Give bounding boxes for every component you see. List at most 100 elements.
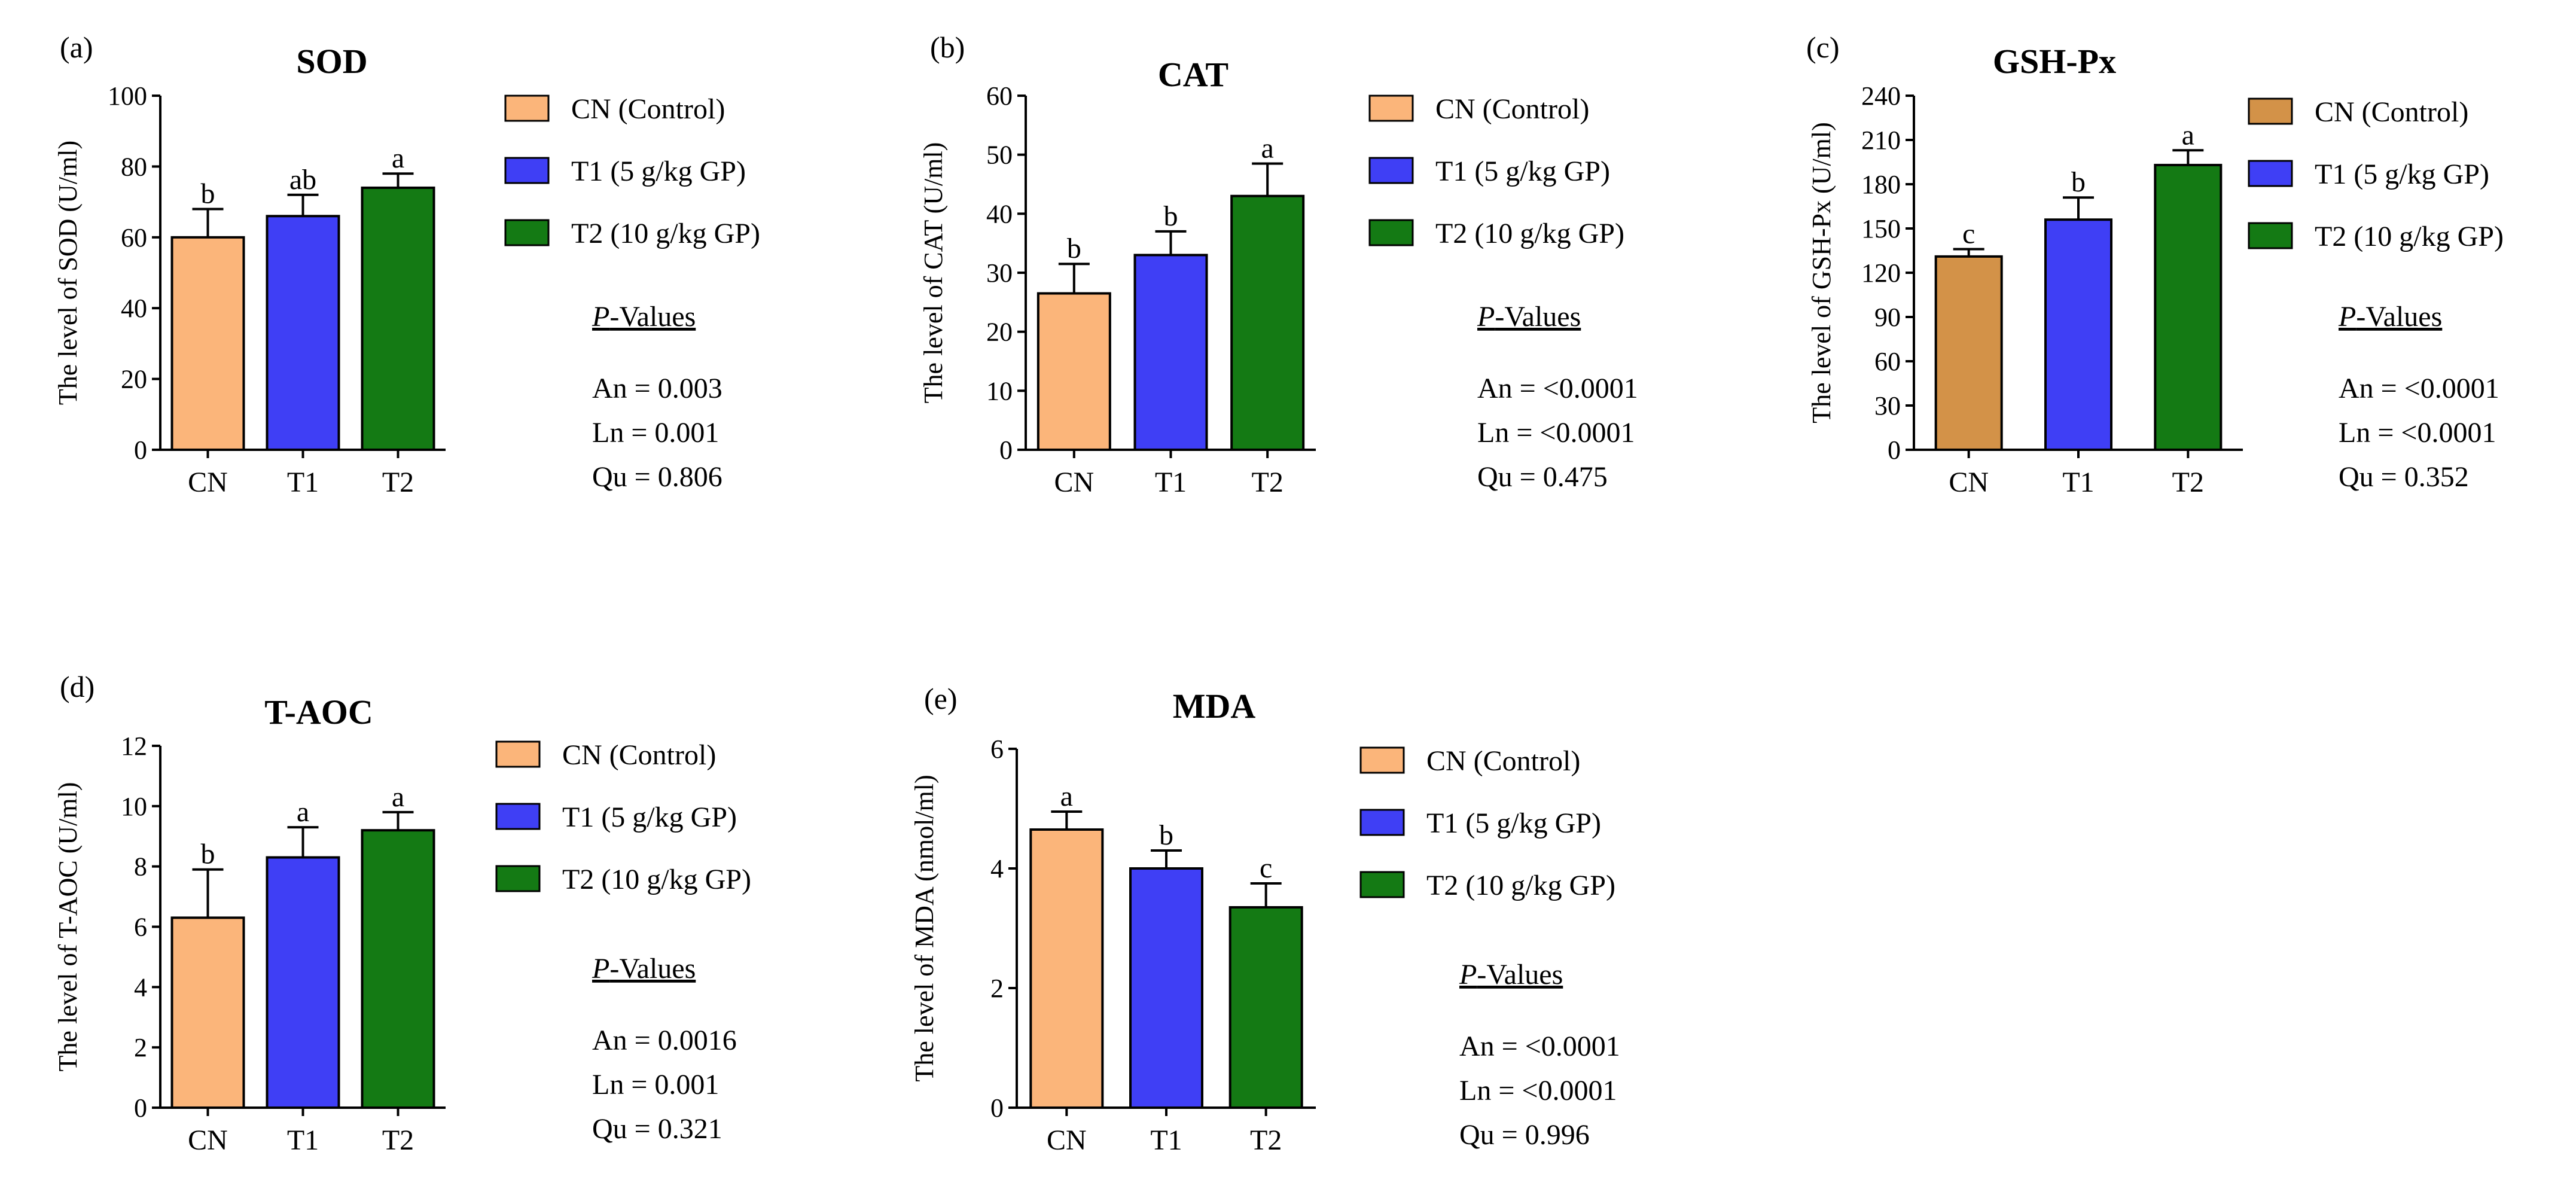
pvalue-line: Qu = 0.996 <box>1459 1119 1590 1151</box>
legend-swatch <box>504 95 550 122</box>
legend-label: T2 (10 g/kg GP) <box>2315 221 2504 252</box>
bar-t1 <box>266 856 340 1109</box>
x-tick-label: CN <box>1047 1124 1087 1156</box>
legend-label: T2 (10 g/kg GP) <box>571 218 760 249</box>
pvalues-title: P-Values <box>1459 959 1563 990</box>
legend-swatch <box>2248 160 2293 187</box>
legend-swatch <box>1368 157 1414 184</box>
x-tick-label: T1 <box>287 1124 319 1156</box>
legend-label: T1 (5 g/kg GP) <box>2315 158 2489 190</box>
legend-swatch <box>504 219 550 246</box>
bar-t1 <box>266 215 340 451</box>
y-tick-label: 0 <box>134 1093 147 1123</box>
pvalue-line: Qu = 0.321 <box>592 1113 723 1145</box>
pvalue-line: An = <0.0001 <box>2339 373 2499 404</box>
chart-panel-2: (b) CAT 0 10 20 30 40 50 60 The level of CAT (U/m… <box>919 31 1638 498</box>
y-tick-label: 2 <box>990 974 1004 1003</box>
pvalue-line: An = 0.003 <box>592 373 723 404</box>
panel-label: (b) <box>930 31 965 64</box>
y-tick-label: 0 <box>134 435 147 465</box>
panel-label: (c) <box>1806 31 1840 64</box>
legend-swatch <box>1359 809 1405 836</box>
legend-label: T1 (5 g/kg GP) <box>571 156 746 187</box>
chart-title: SOD <box>296 42 367 81</box>
y-axis-label: The level of GSH-Px (U/ml) <box>1807 122 1836 423</box>
pvalue-line: Ln = 0.001 <box>592 1069 719 1101</box>
x-tick-label: T1 <box>1150 1124 1182 1156</box>
y-tick-label: 210 <box>1861 126 1901 155</box>
y-axis-label: The level of SOD (U/ml) <box>53 141 83 405</box>
x-tick-label: CN <box>1054 467 1094 498</box>
pvalue-line: An = <0.0001 <box>1459 1031 1620 1062</box>
y-axis-label: The level of T-AOC (U/ml) <box>53 782 83 1072</box>
pvalues-title-rest: -Values <box>1495 301 1581 333</box>
y-tick-label: 60 <box>121 223 147 252</box>
legend-label: CN (Control) <box>2315 96 2468 128</box>
legend-swatch <box>1359 746 1405 774</box>
legend-swatch <box>2248 222 2293 249</box>
significance-letter: b <box>1164 200 1178 232</box>
y-tick-label: 40 <box>986 199 1013 228</box>
bar-t2 <box>2154 163 2223 451</box>
significance-letter: c <box>1260 852 1272 884</box>
legend-swatch <box>495 803 541 830</box>
bar-t2 <box>1230 194 1305 451</box>
y-tick-label: 6 <box>990 734 1004 764</box>
significance-letter: a <box>2182 119 2194 151</box>
y-tick-label: 120 <box>1861 258 1901 288</box>
legend-swatch <box>1368 95 1414 122</box>
bar-cn <box>1029 828 1104 1109</box>
pvalue-line: Ln = <0.0001 <box>1459 1075 1617 1106</box>
pvalues-title-rest: -Values <box>609 301 696 333</box>
y-tick-label: 0 <box>999 435 1013 465</box>
y-tick-label: 60 <box>986 81 1013 111</box>
y-tick-label: 50 <box>986 141 1013 170</box>
legend-label: CN (Control) <box>562 739 716 771</box>
legend-label: T1 (5 g/kg GP) <box>1435 156 1610 187</box>
bar-cn <box>170 916 245 1109</box>
chart-title: CAT <box>1158 55 1228 94</box>
bar-t2 <box>1228 906 1303 1109</box>
y-tick-label: 6 <box>134 913 147 942</box>
significance-letter: a <box>1261 132 1274 164</box>
significance-letter: b <box>1159 819 1173 851</box>
significance-letter: b <box>1067 233 1081 264</box>
legend-label: CN (Control) <box>571 93 725 125</box>
bar-cn <box>170 236 245 451</box>
y-tick-label: 60 <box>1874 347 1901 376</box>
pvalues-title-rest: -Values <box>2356 301 2442 333</box>
y-axis-label: The level of CAT (U/ml) <box>919 142 948 404</box>
pvalue-line: Qu = 0.806 <box>592 461 723 493</box>
legend-label: T2 (10 g/kg GP) <box>1426 870 1615 901</box>
y-tick-label: 180 <box>1861 170 1901 199</box>
significance-letter: a <box>1060 781 1073 812</box>
bar-cn <box>1934 255 2003 451</box>
legend-label: T2 (10 g/kg GP) <box>1435 218 1624 249</box>
pvalues-title: P-Values <box>592 953 696 984</box>
chart-title: GSH-Px <box>1993 42 2116 81</box>
legend-swatch <box>1359 871 1405 898</box>
bar-t2 <box>361 829 435 1109</box>
pvalue-line: An = 0.0016 <box>592 1025 737 1056</box>
panel-label: (a) <box>60 31 93 64</box>
y-tick-label: 20 <box>121 365 147 394</box>
x-tick-label: T1 <box>1155 467 1187 498</box>
legend-label: T1 (5 g/kg GP) <box>1426 807 1601 839</box>
pvalues-title: P-Values <box>592 301 696 333</box>
chart-title: MDA <box>1173 687 1256 725</box>
chart-panel-4: (d) T-AOC 0 2 4 6 8 10 12 The level of T-AOC (U/m… <box>53 670 751 1156</box>
chart-panel-1: (a) SOD 0 20 40 60 80 100 The level of SOD (U/ml… <box>53 31 760 498</box>
y-tick-label: 30 <box>1874 391 1901 420</box>
y-tick-label: 2 <box>134 1033 147 1062</box>
pvalue-line: An = <0.0001 <box>1477 373 1638 404</box>
x-tick-label: T2 <box>382 1124 414 1156</box>
x-tick-label: T2 <box>382 467 414 498</box>
significance-letter: b <box>201 178 215 209</box>
y-tick-label: 10 <box>986 376 1013 406</box>
legend-swatch <box>504 157 550 184</box>
y-tick-label: 30 <box>986 258 1013 288</box>
significance-letter: c <box>1962 218 1975 250</box>
panel-label: (e) <box>924 682 958 715</box>
y-tick-label: 240 <box>1861 81 1901 111</box>
x-tick-label: T1 <box>287 467 319 498</box>
